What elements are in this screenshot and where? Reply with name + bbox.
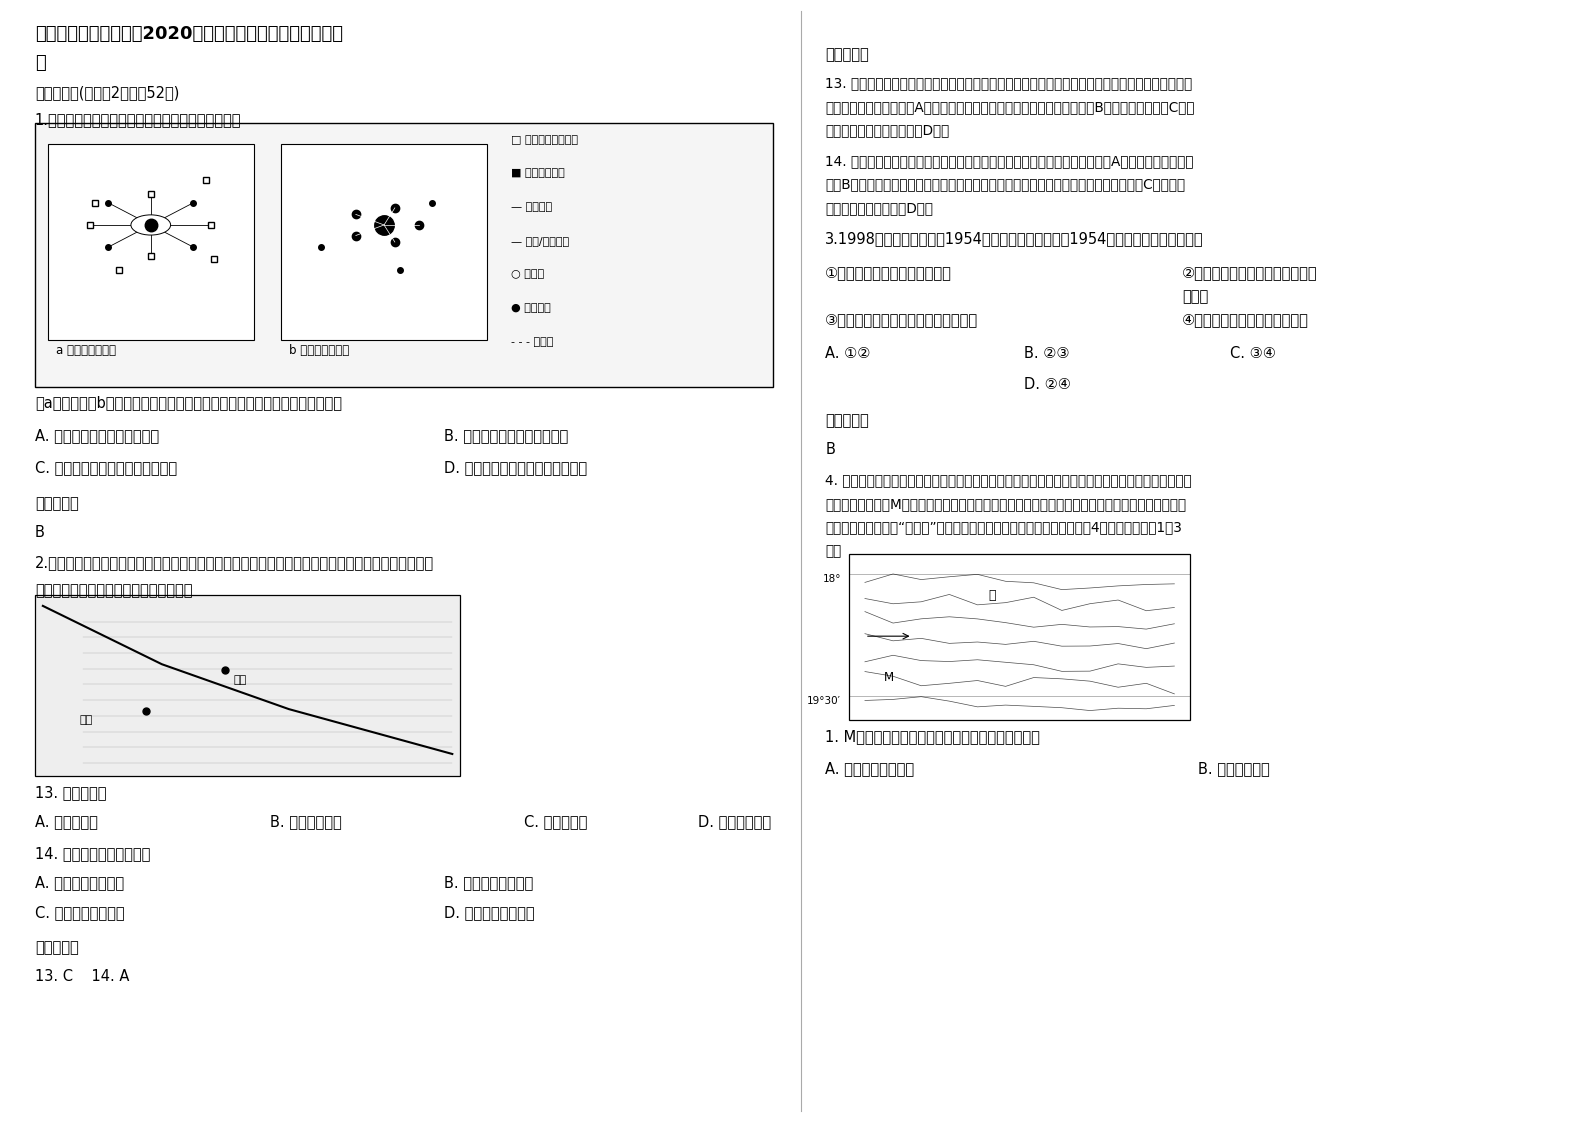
Text: — 产品联系: — 产品联系 xyxy=(511,202,552,212)
Text: — 管理/信息联系: — 管理/信息联系 xyxy=(511,236,570,246)
Ellipse shape xyxy=(130,214,171,234)
FancyBboxPatch shape xyxy=(48,144,254,340)
Text: 参考答案：: 参考答案： xyxy=(35,496,79,511)
Text: a 网络化分散阶段: a 网络化分散阶段 xyxy=(56,344,116,358)
Text: A. 冬季低温危害较大: A. 冬季低温危害较大 xyxy=(35,875,124,890)
Text: 题。: 题。 xyxy=(825,544,841,558)
Text: 14. 与云南省相比，贵州省受冷气团控制，多阴雨天气，冬季低温危害较大，A对。全年太阳辐射较: 14. 与云南省相比，贵州省受冷气团控制，多阴雨天气，冬季低温危害较大，A对。全… xyxy=(825,154,1193,167)
Text: 参考答案：: 参考答案： xyxy=(35,940,79,955)
Text: 较高，生物种类较少，D错。: 较高，生物种类较少，D错。 xyxy=(825,201,933,214)
Text: A. ①②: A. ①② xyxy=(825,346,871,360)
Text: 湖北省荆门市潞市中学2020年高三地理下学期期末试题含解: 湖北省荆门市潞市中学2020年高三地理下学期期末试题含解 xyxy=(35,25,343,43)
Text: B. ②③: B. ②③ xyxy=(1024,346,1070,360)
Text: B. 气压较贵阳高: B. 气压较贵阳高 xyxy=(270,815,341,829)
Text: 析: 析 xyxy=(35,54,46,72)
Text: B. 组装厂和零部件生产厂集聚: B. 组装厂和零部件生产厂集聚 xyxy=(444,429,568,443)
Text: D. ②④: D. ②④ xyxy=(1024,377,1071,392)
Text: □ 国内区域分散中心: □ 国内区域分散中心 xyxy=(511,135,578,145)
Text: B: B xyxy=(825,442,835,457)
Text: 1.读汽车工业空间组织演化过程的两个阶段图，回答: 1.读汽车工业空间组织演化过程的两个阶段图，回答 xyxy=(35,112,241,127)
FancyBboxPatch shape xyxy=(849,554,1190,720)
Text: D. 组装厂和零部件生产厂联系削弱: D. 组装厂和零部件生产厂联系削弱 xyxy=(444,460,587,475)
Text: 13. 读图，图示为准静止锋，根据锋面的特征，冷锋降水在锋后，暖锋降水在锋前。昆明位于暖气团: 13. 读图，图示为准静止锋，根据锋面的特征，冷锋降水在锋后，暖锋降水在锋前。昆… xyxy=(825,76,1192,90)
Text: ②上游滥砍滥伐森林，中游泥沙沉: ②上游滥砍滥伐森林，中游泥沙沉 xyxy=(1182,265,1317,279)
Text: C. 洪涝灾害多在冬季: C. 洪涝灾害多在冬季 xyxy=(35,905,124,920)
Text: C. 组装厂和零部件生产厂规模减小: C. 组装厂和零部件生产厂规模减小 xyxy=(35,460,178,475)
Text: 一、选择题(每小题2分，全52分): 一、选择题(每小题2分，全52分) xyxy=(35,85,179,100)
Text: 参考答案：: 参考答案： xyxy=(825,413,870,427)
Text: 一侧，降水少，晴天多，A错。贵阳位于冷气团一侧，昆明气压较贵阳低，B错。以晴天为主，C对。: 一侧，降水少，晴天多，A错。贵阳位于冷气团一侧，昆明气压较贵阳低，B错。以晴天为… xyxy=(825,100,1195,113)
Text: 13. C    14. A: 13. C 14. A xyxy=(35,969,129,984)
Text: 积加剧: 积加剧 xyxy=(1182,289,1209,304)
Text: 3.1998年长江汛期流量比1954年小，而中游水位却比1954年高。其主要人为原因是: 3.1998年长江汛期流量比1954年小，而中游水位却比1954年高。其主要人为… xyxy=(825,231,1205,246)
Text: M: M xyxy=(884,671,893,684)
Text: 18°: 18° xyxy=(822,574,841,585)
Text: 1. M渔村附近海域鱼类资源丰富，其最主要的原因是: 1. M渔村附近海域鱼类资源丰富，其最主要的原因是 xyxy=(825,729,1039,744)
Text: 贵阳: 贵阳 xyxy=(233,675,246,686)
Text: 易形成雾。下图中M是一个渔村，过去生活用水靠由外来的水车供应。后来，当地人利用此地多雾的: 易形成雾。下图中M是一个渔村，过去生活用水靠由外来的水车供应。后来，当地人利用此… xyxy=(825,497,1187,511)
Text: C. ③④: C. ③④ xyxy=(1230,346,1276,360)
Text: A. 寒暖流交汇的影响: A. 寒暖流交汇的影响 xyxy=(825,761,914,775)
Text: ● 零部件厂: ● 零部件厂 xyxy=(511,303,551,313)
Text: - - - 国界线: - - - 国界线 xyxy=(511,337,554,347)
Text: 2.下图是我国西南部分地区锋面位置示意图，所示天气系统冬季较长时间控制该地区，锋面云层向东可: 2.下图是我国西南部分地区锋面位置示意图，所示天气系统冬季较长时间控制该地区，锋… xyxy=(35,555,433,570)
FancyBboxPatch shape xyxy=(35,123,773,387)
Text: 13. 此时，昆明: 13. 此时，昆明 xyxy=(35,785,106,800)
Text: B: B xyxy=(35,525,44,540)
Text: B. 上升流的影响: B. 上升流的影响 xyxy=(1198,761,1270,775)
Text: C. 以晴天为主: C. 以晴天为主 xyxy=(524,815,587,829)
Text: ○ 组装厂: ○ 组装厂 xyxy=(511,269,544,279)
Text: 昆明: 昆明 xyxy=(79,715,92,725)
FancyBboxPatch shape xyxy=(35,595,460,776)
Text: 延伸到贵阳上空。读图，完成下列各题。: 延伸到贵阳上空。读图，完成下列各题。 xyxy=(35,583,192,598)
Text: 14. 与云南省相比，贵州省: 14. 与云南省相比，贵州省 xyxy=(35,846,151,861)
FancyBboxPatch shape xyxy=(281,144,487,340)
Text: b 网络化聚集阶段: b 网络化聚集阶段 xyxy=(289,344,349,358)
Text: ③围湖造田，湖面缩小，调蓄能力减弱: ③围湖造田，湖面缩小，调蓄能力减弱 xyxy=(825,312,978,327)
Text: ①降水集中、所有支流同时来水: ①降水集中、所有支流同时来水 xyxy=(825,265,952,279)
Text: A. 降水量较大: A. 降水量较大 xyxy=(35,815,98,829)
Text: A. 组装厂和零部件生产厂分散: A. 组装厂和零部件生产厂分散 xyxy=(35,429,159,443)
Text: 4. 雾是近地面大气层中出现大量微小水滴面形成的一种天气现象。当暖湿空气经过寒冷的下坠面时就: 4. 雾是近地面大气层中出现大量微小水滴面形成的一种天气现象。当暖湿空气经过寒冷… xyxy=(825,473,1192,487)
Text: 与a阶段相比，b阶段汽车组装厂和零部件厂在空间组织上发生的最重要变化是: 与a阶段相比，b阶段汽车组装厂和零部件厂在空间组织上发生的最重要变化是 xyxy=(35,395,341,410)
Text: 试题分析：: 试题分析： xyxy=(825,47,870,62)
Text: D. 生物种类更加丰富: D. 生物种类更加丰富 xyxy=(444,905,535,920)
Text: 特殊气候环境，利用“捕雾网”收集雾水，这种网平均一天每平方米可得到4升水。据此完成1～3: 特殊气候环境，利用“捕雾网”收集雾水，这种网平均一天每平方米可得到4升水。据此完… xyxy=(825,521,1182,534)
Text: 19°30′: 19°30′ xyxy=(808,696,841,706)
Text: ④江堤年久失修，沿途挖沙失控: ④江堤年久失修，沿途挖沙失控 xyxy=(1182,312,1309,327)
Text: D. 气温日较差小: D. 气温日较差小 xyxy=(698,815,771,829)
Text: 少，B错。贵州冬雨相对其它地区较多，降水主要集中在夏季，所以洪涝灾害多在夏季，C错。纬度: 少，B错。贵州冬雨相对其它地区较多，降水主要集中在夏季，所以洪涝灾害多在夏季，C… xyxy=(825,177,1185,191)
Text: 晴天多，气温日较差较大，D错。: 晴天多，气温日较差较大，D错。 xyxy=(825,123,949,137)
Text: B. 全年太阳辐射充足: B. 全年太阳辐射充足 xyxy=(444,875,533,890)
Text: 山: 山 xyxy=(989,589,995,603)
Text: ■ 海外销售中心: ■ 海外销售中心 xyxy=(511,168,565,178)
